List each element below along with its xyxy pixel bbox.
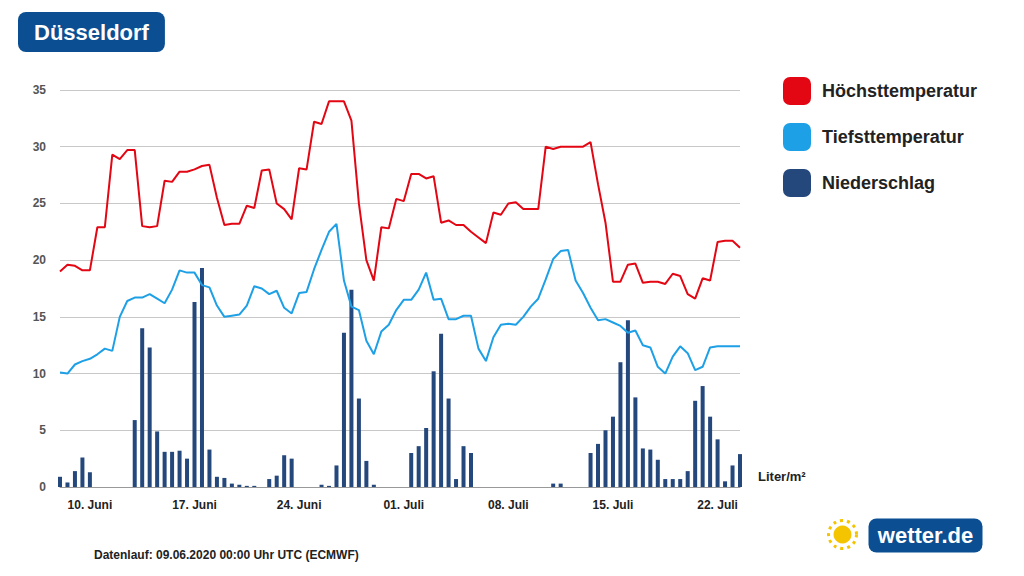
svg-text:10: 10: [33, 367, 47, 381]
svg-text:35: 35: [33, 83, 47, 97]
svg-text:Liter/m²: Liter/m²: [758, 469, 806, 484]
svg-text:25: 25: [33, 196, 47, 210]
svg-text:24. Juni: 24. Juni: [277, 498, 322, 512]
svg-text:01. Juli: 01. Juli: [383, 498, 424, 512]
svg-text:15. Juli: 15. Juli: [593, 498, 634, 512]
svg-text:15: 15: [33, 310, 47, 324]
svg-text:0: 0: [39, 480, 46, 494]
svg-text:Düsseldorf: Düsseldorf: [34, 20, 150, 45]
svg-text:08. Juli: 08. Juli: [488, 498, 529, 512]
svg-text:30: 30: [33, 140, 47, 154]
svg-text:Datenlauf: 09.06.2020 00:00 Uh: Datenlauf: 09.06.2020 00:00 Uhr UTC (ECM…: [94, 548, 359, 562]
svg-text:20: 20: [33, 253, 47, 267]
svg-text:5: 5: [39, 423, 46, 437]
svg-text:Höchsttemperatur: Höchsttemperatur: [822, 81, 977, 101]
svg-text:22. Juli: 22. Juli: [697, 498, 738, 512]
svg-text:wetter.de: wetter.de: [877, 523, 973, 548]
svg-text:Niederschlag: Niederschlag: [822, 173, 935, 193]
svg-text:10. Juni: 10. Juni: [68, 498, 113, 512]
svg-text:Tiefsttemperatur: Tiefsttemperatur: [822, 127, 964, 147]
svg-text:17. Juni: 17. Juni: [172, 498, 217, 512]
